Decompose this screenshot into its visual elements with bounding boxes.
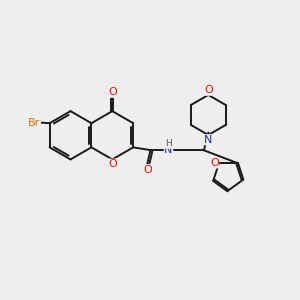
Text: N: N	[204, 135, 212, 145]
Text: Br: Br	[28, 118, 40, 128]
Text: O: O	[143, 165, 152, 175]
Text: O: O	[108, 87, 117, 97]
Text: O: O	[210, 158, 219, 168]
Text: H: H	[165, 139, 172, 148]
Text: O: O	[108, 159, 117, 169]
Text: O: O	[204, 85, 213, 95]
Text: N: N	[164, 145, 173, 155]
